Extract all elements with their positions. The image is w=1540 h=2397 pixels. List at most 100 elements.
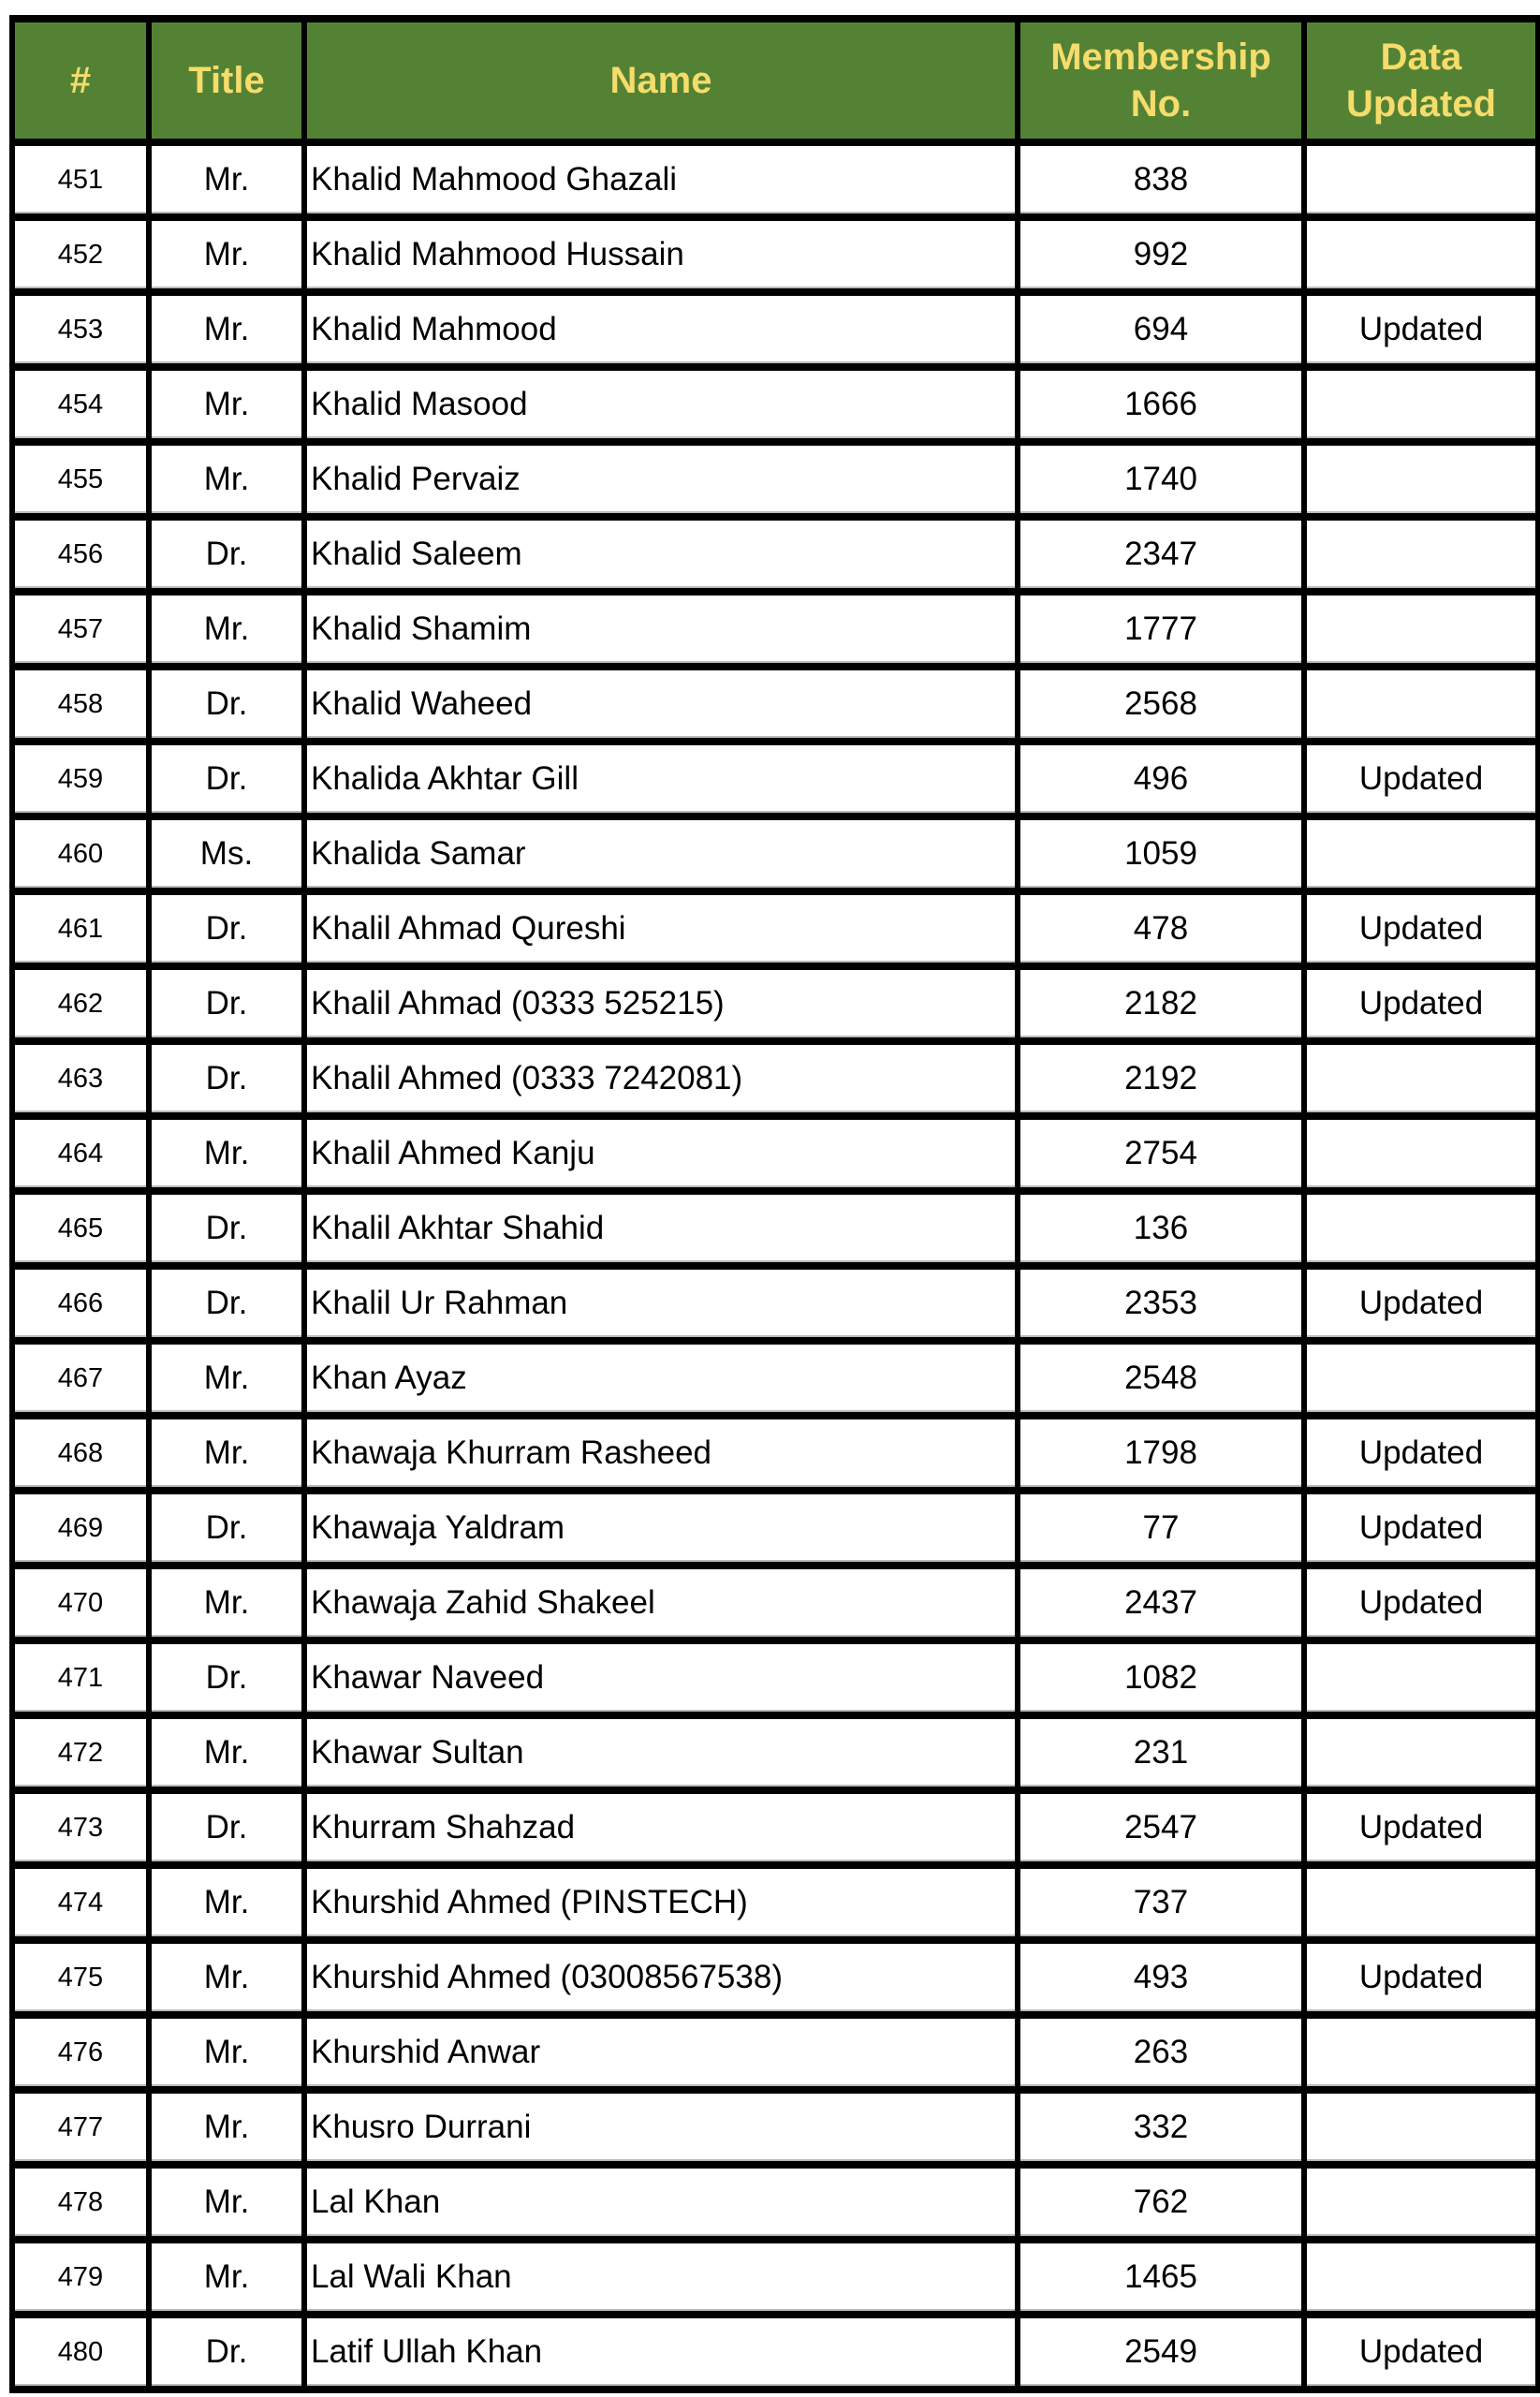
row-data-updated — [1301, 2011, 1540, 2094]
row-number: 467 — [9, 1337, 152, 1419]
row-title: Mr. — [146, 1861, 307, 1944]
row-name: Khawaja Yaldram — [301, 1487, 1020, 1569]
row-data-updated: Updated — [1301, 1936, 1540, 2019]
row-membership-no: 838 — [1015, 139, 1307, 221]
row-name: Khurshid Anwar — [301, 2011, 1020, 2094]
row-number: 479 — [9, 2236, 152, 2318]
row-title: Mr. — [146, 139, 307, 221]
row-title: Mr. — [146, 1112, 307, 1195]
row-name: Khalid Waheed — [301, 663, 1020, 745]
row-number: 471 — [9, 1637, 152, 1719]
row-title: Mr. — [146, 288, 307, 371]
row-membership-no: 1798 — [1015, 1412, 1307, 1494]
row-title: Dr. — [146, 738, 307, 820]
row-title: Dr. — [146, 663, 307, 745]
row-name: Khurshid Ahmed (03008567538) — [301, 1936, 1020, 2019]
table-row: 464 Mr. Khalil Ahmed Kanju 2754 — [9, 1112, 1540, 1195]
row-membership-no: 231 — [1015, 1712, 1307, 1794]
row-data-updated: Updated — [1301, 1412, 1540, 1494]
row-membership-no: 2548 — [1015, 1337, 1307, 1419]
row-data-updated — [1301, 588, 1540, 670]
table-row: 458 Dr. Khalid Waheed 2568 — [9, 663, 1540, 745]
row-membership-no: 2547 — [1015, 1787, 1307, 1869]
row-name: Khalil Akhtar Shahid — [301, 1187, 1020, 1270]
row-number: 452 — [9, 213, 152, 296]
members-table: # Title Name Membership No. Data Updated… — [9, 15, 1540, 2393]
row-number: 458 — [9, 663, 152, 745]
table-row: 469 Dr. Khawaja Yaldram 77 Updated — [9, 1487, 1540, 1569]
table-row: 478 Mr. Lal Khan 762 — [9, 2161, 1540, 2243]
table-row: 471 Dr. Khawar Naveed 1082 — [9, 1637, 1540, 1719]
row-title: Mr. — [146, 438, 307, 521]
row-name: Khalid Mahmood Ghazali — [301, 139, 1020, 221]
row-data-updated — [1301, 438, 1540, 521]
row-membership-no: 2549 — [1015, 2311, 1307, 2393]
row-name: Khawaja Khurram Rasheed — [301, 1412, 1020, 1494]
row-title: Mr. — [146, 1337, 307, 1419]
table-row: 466 Dr. Khalil Ur Rahman 2353 Updated — [9, 1262, 1540, 1345]
row-name: Khalid Saleem — [301, 513, 1020, 596]
row-membership-no: 992 — [1015, 213, 1307, 296]
row-data-updated — [1301, 1637, 1540, 1719]
table-row: 472 Mr. Khawar Sultan 231 — [9, 1712, 1540, 1794]
row-title: Dr. — [146, 1262, 307, 1345]
row-membership-no: 2182 — [1015, 963, 1307, 1045]
row-number: 470 — [9, 1562, 152, 1644]
row-number: 453 — [9, 288, 152, 371]
row-title: Dr. — [146, 1787, 307, 1869]
row-data-updated: Updated — [1301, 738, 1540, 820]
row-title: Dr. — [146, 2311, 307, 2393]
row-number: 465 — [9, 1187, 152, 1270]
table-row: 452 Mr. Khalid Mahmood Hussain 992 — [9, 213, 1540, 296]
row-data-updated — [1301, 1037, 1540, 1120]
row-name: Khawar Sultan — [301, 1712, 1020, 1794]
row-membership-no: 77 — [1015, 1487, 1307, 1569]
column-header-name: Name — [301, 15, 1020, 146]
row-name: Khalid Masood — [301, 363, 1020, 446]
row-title: Mr. — [146, 1712, 307, 1794]
row-data-updated — [1301, 213, 1540, 296]
row-number: 464 — [9, 1112, 152, 1195]
row-data-updated — [1301, 663, 1540, 745]
row-data-updated: Updated — [1301, 1562, 1540, 1644]
row-number: 461 — [9, 888, 152, 970]
updated-header-line2: Updated — [1346, 83, 1496, 125]
row-membership-no: 2347 — [1015, 513, 1307, 596]
row-title: Mr. — [146, 588, 307, 670]
table-row: 457 Mr. Khalid Shamim 1777 — [9, 588, 1540, 670]
row-number: 457 — [9, 588, 152, 670]
row-title: Dr. — [146, 1637, 307, 1719]
row-title: Mr. — [146, 1562, 307, 1644]
row-number: 472 — [9, 1712, 152, 1794]
row-name: Khalid Mahmood — [301, 288, 1020, 371]
table-row: 467 Mr. Khan Ayaz 2548 — [9, 1337, 1540, 1419]
table-row: 476 Mr. Khurshid Anwar 263 — [9, 2011, 1540, 2094]
membership-header-line1: Membership — [1050, 37, 1271, 78]
row-membership-no: 694 — [1015, 288, 1307, 371]
row-data-updated — [1301, 2086, 1540, 2169]
row-number: 459 — [9, 738, 152, 820]
row-membership-no: 263 — [1015, 2011, 1307, 2094]
table-row: 468 Mr. Khawaja Khurram Rasheed 1798 Updated — [9, 1412, 1540, 1494]
table-row: 480 Dr. Latif Ullah Khan 2549 Updated — [9, 2311, 1540, 2393]
row-data-updated — [1301, 1861, 1540, 1944]
row-name: Latif Ullah Khan — [301, 2311, 1020, 2393]
row-data-updated — [1301, 363, 1540, 446]
row-name: Khawar Naveed — [301, 1637, 1020, 1719]
row-number: 460 — [9, 813, 152, 895]
row-number: 463 — [9, 1037, 152, 1120]
updated-header-line1: Data — [1380, 37, 1462, 78]
row-name: Khalid Mahmood Hussain — [301, 213, 1020, 296]
table-row: 463 Dr. Khalil Ahmed (0333 7242081) 2192 — [9, 1037, 1540, 1120]
table-row: 455 Mr. Khalid Pervaiz 1740 — [9, 438, 1540, 521]
row-data-updated — [1301, 1712, 1540, 1794]
row-membership-no: 2353 — [1015, 1262, 1307, 1345]
row-name: Lal Khan — [301, 2161, 1020, 2243]
row-membership-no: 737 — [1015, 1861, 1307, 1944]
table-row: 462 Dr. Khalil Ahmad (0333 525215) 2182 Upda… — [9, 963, 1540, 1045]
row-name: Khalida Akhtar Gill — [301, 738, 1020, 820]
membership-header-line2: No. — [1130, 83, 1192, 125]
table-row: 456 Dr. Khalid Saleem 2347 — [9, 513, 1540, 596]
row-name: Khalil Ahmed (0333 7242081) — [301, 1037, 1020, 1120]
row-data-updated — [1301, 1112, 1540, 1195]
